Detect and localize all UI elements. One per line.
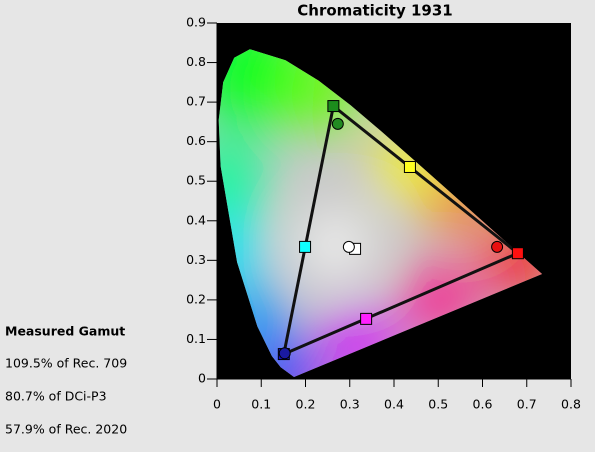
y-tick-label: 0: [198, 371, 206, 386]
gamut-line: 57.9% of Rec. 2020: [5, 422, 127, 437]
y-tick-label: 0.1: [186, 331, 206, 346]
square-marker: [403, 160, 416, 173]
circle-marker: [491, 240, 504, 253]
circle-marker: [331, 117, 344, 130]
x-tick-label: 0.2: [296, 397, 316, 412]
x-tick-label: 0.3: [340, 397, 360, 412]
square-marker: [327, 100, 340, 113]
square-marker: [511, 247, 524, 260]
y-tick-label: 0.4: [186, 212, 206, 227]
y-tick-label: 0.7: [186, 94, 206, 109]
y-tick-label: 0.5: [186, 173, 206, 188]
circle-marker: [278, 347, 291, 360]
square-marker: [299, 240, 312, 253]
x-tick-label: 0.1: [251, 397, 271, 412]
gamut-triangle: [281, 103, 521, 357]
y-tick-label: 0.9: [186, 15, 206, 30]
y-tick-label: 0.8: [186, 54, 206, 69]
gamut-line: 109.5% of Rec. 709: [5, 356, 127, 371]
circle-marker: [342, 240, 355, 253]
x-tick-label: 0: [213, 397, 221, 412]
y-tick-label: 0.2: [186, 291, 206, 306]
y-tick-label: 0.3: [186, 252, 206, 267]
gamut-title: Measured Gamut: [5, 324, 125, 339]
y-tick-label: 0.6: [186, 133, 206, 148]
x-tick-label: 0.6: [473, 397, 493, 412]
gamut-line: 80.7% of DCi-P3: [5, 389, 107, 404]
x-tick-label: 0.8: [561, 397, 581, 412]
x-tick-label: 0.5: [428, 397, 448, 412]
square-marker: [360, 312, 373, 325]
x-tick-label: 0.7: [517, 397, 537, 412]
x-tick-label: 0.4: [384, 397, 404, 412]
chart-title: Chromaticity 1931: [297, 2, 452, 20]
